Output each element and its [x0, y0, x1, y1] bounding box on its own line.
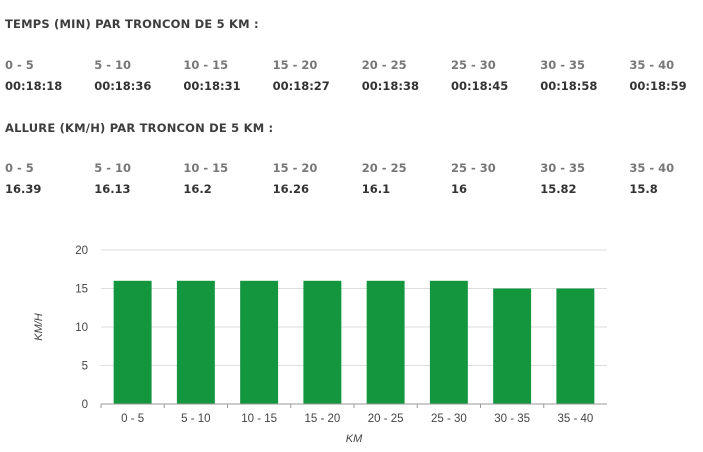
- allure-segment-label: 35 - 40: [629, 161, 675, 175]
- allure-cell: 25 - 30 16: [451, 161, 540, 196]
- temps-cell: 10 - 15 00:18:31: [183, 58, 272, 93]
- temps-cell: 30 - 35 00:18:58: [540, 58, 629, 93]
- temps-section-title: TEMPS (MIN) PAR TRONCON DE 5 KM :: [5, 17, 259, 31]
- x-tick-label: 5 - 10: [181, 413, 210, 425]
- y-tick-label: 5: [82, 361, 88, 373]
- x-tick-label: 25 - 30: [431, 413, 467, 425]
- temps-grid: 0 - 5 00:18:18 5 - 10 00:18:36 10 - 15 00:18:…: [5, 58, 703, 98]
- allure-segment-value: 16.13: [94, 182, 131, 196]
- allure-segment-label: 20 - 25: [361, 161, 407, 175]
- temps-segment-value: 00:18:38: [361, 79, 420, 93]
- temps-cell: 15 - 20 00:18:27: [273, 58, 362, 93]
- allure-cell: 30 - 35 15.82: [540, 161, 629, 196]
- x-tick-label: 15 - 20: [304, 413, 340, 425]
- temps-segment-value: 00:18:18: [5, 79, 63, 93]
- allure-segment-value: 16.39: [5, 182, 42, 196]
- allure-grid: 0 - 5 16.39 5 - 10 16.13 10 - 15 16.2 15 - 20 1…: [5, 161, 703, 201]
- allure-cell: 5 - 10 16.13: [94, 161, 183, 196]
- allure-section-title: ALLURE (KM/H) PAR TRONCON DE 5 KM :: [5, 121, 274, 135]
- allure-segment-label: 0 - 5: [5, 161, 34, 175]
- temps-segment-label: 20 - 25: [361, 58, 407, 72]
- allure-segment-value: 15.82: [540, 182, 577, 196]
- x-tick-label: 30 - 35: [494, 413, 530, 425]
- temps-segment-label: 15 - 20: [272, 58, 318, 72]
- allure-segment-value: 16.1: [361, 182, 391, 196]
- allure-segment-label: 15 - 20: [272, 161, 318, 175]
- temps-cell: 5 - 10 00:18:36: [94, 58, 183, 93]
- x-tick-label: 10 - 15: [241, 413, 277, 425]
- y-tick-label: 10: [75, 322, 88, 334]
- temps-segment-label: 25 - 30: [451, 58, 496, 72]
- temps-segment-value: 00:18:45: [451, 79, 509, 93]
- temps-segment-label: 35 - 40: [629, 58, 675, 72]
- bar: [113, 280, 152, 404]
- allure-cell: 35 - 40 15.8: [629, 161, 703, 196]
- bar: [366, 280, 405, 404]
- temps-segment-value: 00:18:59: [629, 79, 687, 93]
- bar: [429, 280, 468, 404]
- allure-cell: 20 - 25 16.1: [362, 161, 451, 196]
- temps-segment-label: 10 - 15: [183, 58, 229, 72]
- temps-segment-label: 30 - 35: [540, 58, 585, 72]
- allure-cell: 10 - 15 16.2: [183, 161, 272, 196]
- bar: [493, 288, 532, 404]
- bar: [176, 280, 215, 404]
- y-tick-label: 0: [82, 399, 88, 411]
- temps-segment-value: 00:18:58: [540, 79, 598, 93]
- allure-segment-value: 16.26: [272, 182, 309, 196]
- speed-bar-chart: 0 5 10 15 20 0 - 5 5 - 10 10 - 15 15 - 20 20 - 25…: [33, 245, 607, 445]
- temps-cell: 25 - 30 00:18:45: [451, 58, 540, 93]
- allure-cell: 0 - 5 16.39: [5, 161, 94, 196]
- bar: [240, 280, 279, 404]
- temps-cell: 0 - 5 00:18:18: [5, 58, 94, 93]
- allure-segment-label: 5 - 10: [94, 161, 131, 175]
- y-tick-label: 15: [75, 284, 88, 296]
- temps-segment-value: 00:18:31: [183, 79, 241, 93]
- x-tick-label: 35 - 40: [557, 413, 593, 425]
- bar: [556, 288, 595, 404]
- allure-segment-value: 15.8: [629, 182, 658, 196]
- allure-cell: 15 - 20 16.26: [273, 161, 362, 196]
- y-tick-label: 20: [75, 245, 88, 257]
- allure-segment-value: 16.2: [183, 182, 212, 196]
- temps-cell: 20 - 25 00:18:38: [362, 58, 451, 93]
- temps-segment-value: 00:18:27: [272, 79, 330, 93]
- allure-segment-label: 25 - 30: [451, 161, 496, 175]
- x-tick-label: 0 - 5: [121, 413, 144, 425]
- y-axis-title: KM/H: [33, 313, 45, 341]
- temps-cell: 35 - 40 00:18:59: [629, 58, 703, 93]
- x-axis-title: KM: [346, 433, 363, 445]
- x-tick-label: 20 - 25: [368, 413, 404, 425]
- allure-segment-value: 16: [451, 182, 468, 196]
- bar: [303, 280, 342, 404]
- allure-segment-label: 10 - 15: [183, 161, 229, 175]
- allure-segment-label: 30 - 35: [540, 161, 585, 175]
- temps-segment-label: 0 - 5: [5, 58, 34, 72]
- temps-segment-value: 00:18:36: [94, 79, 152, 93]
- temps-segment-label: 5 - 10: [94, 58, 131, 72]
